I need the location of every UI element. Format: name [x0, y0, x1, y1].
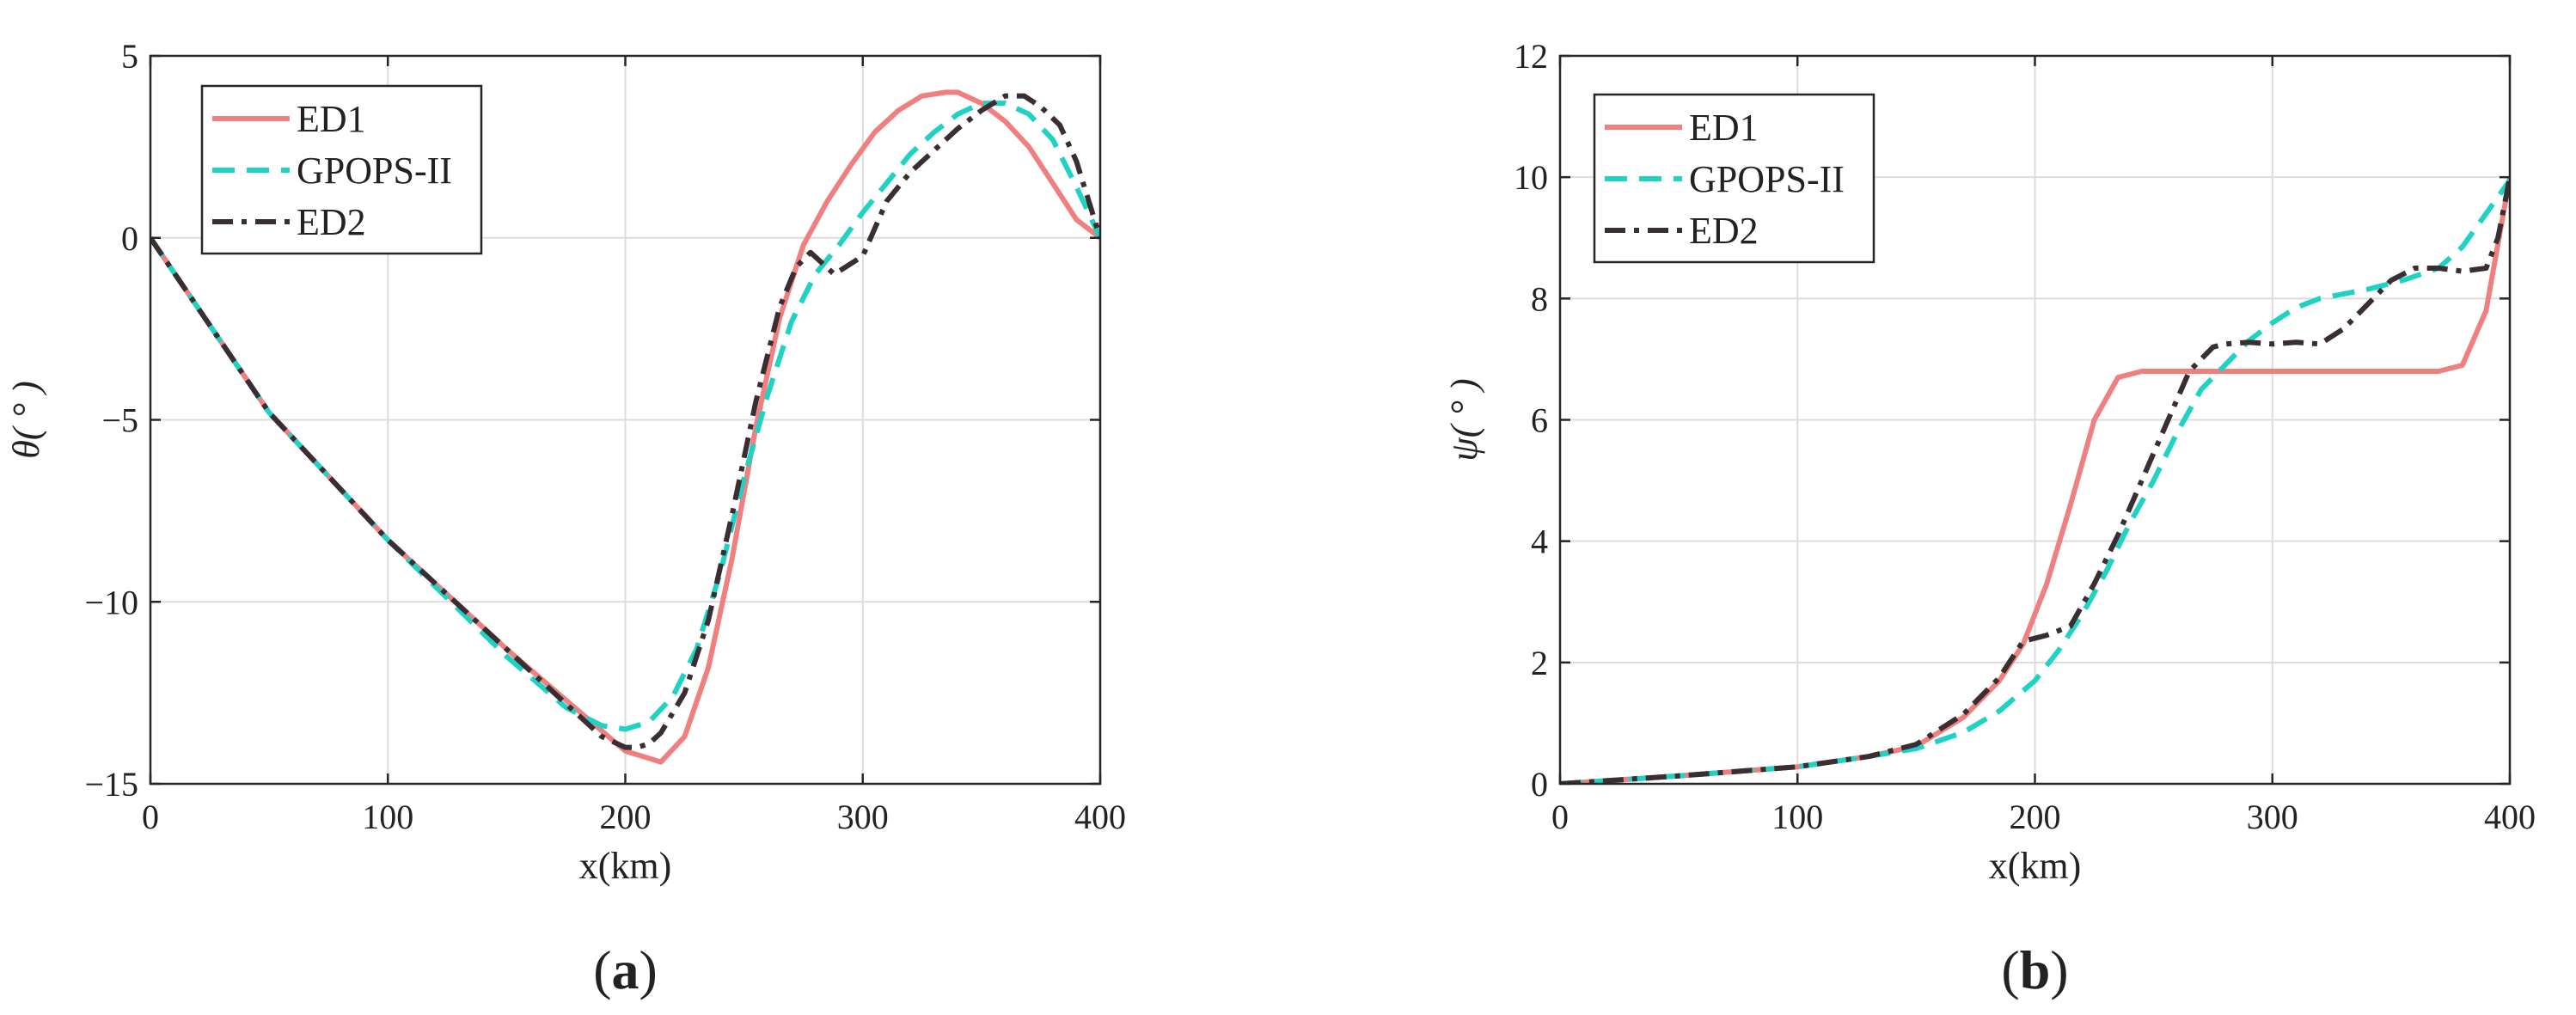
y-tick-label: 4 — [1531, 523, 1548, 561]
y-tick-label: 6 — [1531, 401, 1548, 440]
legend-label-ed1: ED1 — [297, 98, 366, 140]
x-tick-label: 100 — [1771, 798, 1823, 836]
x-tick-label: 100 — [362, 798, 413, 836]
y-axis-label: ψ( ° ) — [1443, 378, 1485, 461]
x-tick-label: 200 — [600, 798, 652, 836]
legend-label-ed1: ED1 — [1689, 107, 1759, 149]
y-tick-label: −15 — [84, 765, 138, 804]
panel-label-close: ) — [639, 939, 658, 1000]
series-line-gpops-ii — [1560, 178, 2510, 784]
panel-label: (b) — [2001, 939, 2068, 1000]
legend-label-gpops-ii: GPOPS-II — [297, 150, 452, 192]
series-group — [150, 89, 1100, 765]
y-tick-label: 12 — [1514, 37, 1548, 76]
y-tick-label: 8 — [1531, 279, 1548, 318]
panel-label-letter: a — [612, 939, 639, 1000]
x-tick-label: 300 — [2247, 798, 2298, 836]
legend-label-gpops-ii: GPOPS-II — [1689, 158, 1845, 200]
x-tick-label: 0 — [1551, 798, 1569, 836]
x-tick-label: 200 — [2010, 798, 2061, 836]
legend-label-ed2: ED2 — [297, 201, 366, 243]
legend: ED1 GPOPS-II ED2 — [1593, 93, 1875, 264]
series-line-ed2 — [150, 93, 1100, 750]
x-tick-label: 0 — [142, 798, 159, 836]
panel-label-open: ( — [593, 939, 611, 1000]
y-axis-label: θ( ° ) — [5, 381, 47, 459]
y-tick-label: 0 — [1531, 765, 1548, 804]
chart-panel-b: 0 100 200 300 400 0 2 4 6 8 10 12 x(km) ψ( ° ) ED1 GPOP… — [1443, 37, 2536, 1000]
panel-label-letter: b — [2020, 939, 2051, 1000]
y-tick-label: 10 — [1514, 158, 1548, 197]
panel-label: (a) — [593, 939, 658, 1000]
x-axis-label: x(km) — [579, 845, 672, 887]
y-tick-label: 5 — [121, 37, 138, 76]
y-tick-label: 0 — [121, 219, 138, 258]
legend: ED1 GPOPS-II ED2 — [200, 84, 483, 255]
x-axis-label: x(km) — [1989, 845, 2082, 887]
chart-panel-a: 0 100 200 300 400 −15 −10 −5 0 5 x(km) θ( ° ) ED1 GPO… — [5, 37, 1126, 1000]
series-line-ed2 — [1560, 176, 2510, 784]
panel-label-open: ( — [2001, 939, 2019, 1000]
legend-label-ed2: ED2 — [1689, 210, 1759, 252]
series-line-gpops-ii — [150, 101, 1100, 732]
y-tick-label: −10 — [84, 583, 138, 621]
panel-label-close: ) — [2050, 939, 2068, 1000]
x-tick-label: 300 — [837, 798, 889, 836]
y-tick-label: 2 — [1531, 644, 1548, 682]
x-tick-label: 400 — [1074, 798, 1126, 836]
y-tick-label: −5 — [101, 401, 138, 440]
series-group — [1560, 176, 2510, 784]
x-tick-label: 400 — [2484, 798, 2536, 836]
series-line-ed1 — [150, 89, 1100, 765]
